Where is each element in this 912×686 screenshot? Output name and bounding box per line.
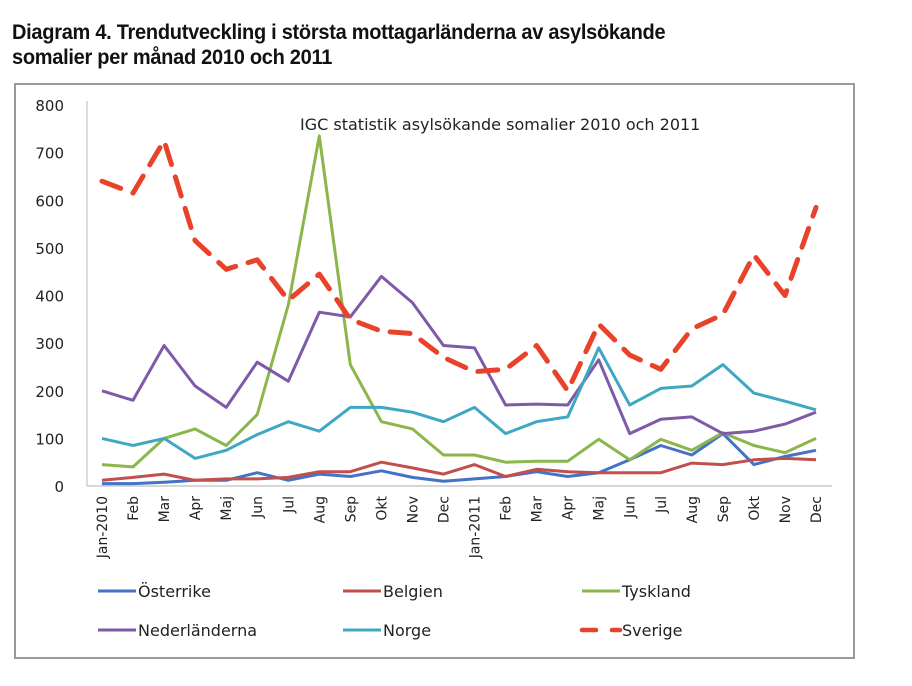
- axes: 0 100 200 300 400 500 600 700 800 Jan-2010 Feb Mar A…: [35, 97, 832, 559]
- y-tick-label: 100: [35, 430, 64, 448]
- legend-label: Nederländerna: [138, 621, 257, 640]
- legend: Österrike Belgien Tyskland Nederländerna Nor…: [98, 582, 691, 640]
- x-tick-label: Sep: [343, 496, 359, 523]
- x-tick-label: Mar: [530, 496, 546, 523]
- legend-label: Tyskland: [621, 582, 691, 601]
- x-tick-label: Jan-2011: [468, 496, 484, 559]
- y-tick-label: 400: [35, 288, 64, 306]
- legend-item: Nederländerna: [98, 621, 257, 640]
- y-tick-label: 0: [54, 478, 64, 496]
- x-tick-label: Jul: [281, 496, 297, 514]
- x-tick-label: Maj: [219, 496, 235, 521]
- legend-item: Sverige: [579, 621, 683, 640]
- series-line-sverige: [99, 138, 819, 394]
- x-tick-label: Jun: [623, 496, 639, 519]
- series-line-tyskland: [101, 134, 817, 469]
- x-tick-label: Dec: [809, 496, 825, 523]
- x-tick-label: Feb: [499, 496, 515, 521]
- series-line-norge: [101, 346, 817, 460]
- legend-label: Sverige: [622, 621, 683, 640]
- y-tick-label: 800: [35, 97, 64, 115]
- chart-title-line-2: somalier per månad 2010 och 2011: [12, 45, 333, 69]
- series-line-belgien: [101, 456, 817, 482]
- chart-annotation: IGC statistik asylsökande somalier 2010 …: [300, 115, 700, 134]
- x-tick-label: Nov: [778, 496, 794, 523]
- x-tick-label: Dec: [436, 496, 452, 523]
- x-tick-label: Aug: [312, 496, 328, 523]
- chart-title-line-1: Diagram 4. Trendutveckling i största mot…: [12, 20, 666, 44]
- y-tick-label: 200: [35, 383, 64, 401]
- x-tick-label: Jul: [654, 496, 670, 514]
- x-tick-label: Apr: [561, 496, 577, 520]
- legend-item: Norge: [343, 621, 431, 640]
- y-tick-label: 700: [35, 145, 64, 163]
- chart-title: Diagram 4. Trendutveckling i största mot…: [12, 20, 849, 70]
- x-tick-label: Apr: [188, 496, 204, 520]
- legend-item: Tyskland: [582, 582, 691, 601]
- legend-label: Österrike: [138, 582, 211, 601]
- x-tick-label: Maj: [592, 496, 608, 521]
- x-tick-label: Jun: [250, 496, 266, 519]
- series-lines: [99, 134, 819, 486]
- x-tick-label: Okt: [747, 495, 763, 520]
- x-tick-label: Aug: [685, 496, 701, 523]
- legend-item: Belgien: [343, 582, 443, 601]
- y-tick-label: 600: [35, 192, 64, 210]
- legend-label: Belgien: [383, 582, 443, 601]
- x-tick-label: Feb: [126, 496, 142, 521]
- legend-item: Österrike: [98, 582, 211, 601]
- x-tick-label: Okt: [374, 495, 390, 520]
- y-tick-label: 300: [35, 335, 64, 353]
- legend-label: Norge: [383, 621, 431, 640]
- y-tick-label: 500: [35, 240, 64, 258]
- x-tick-label: Mar: [157, 496, 173, 523]
- x-tick-label: Nov: [405, 496, 421, 523]
- x-tick-label: Jan-2010: [95, 496, 111, 559]
- series-line-nederländerna: [101, 274, 817, 436]
- x-tick-label: Sep: [716, 496, 732, 523]
